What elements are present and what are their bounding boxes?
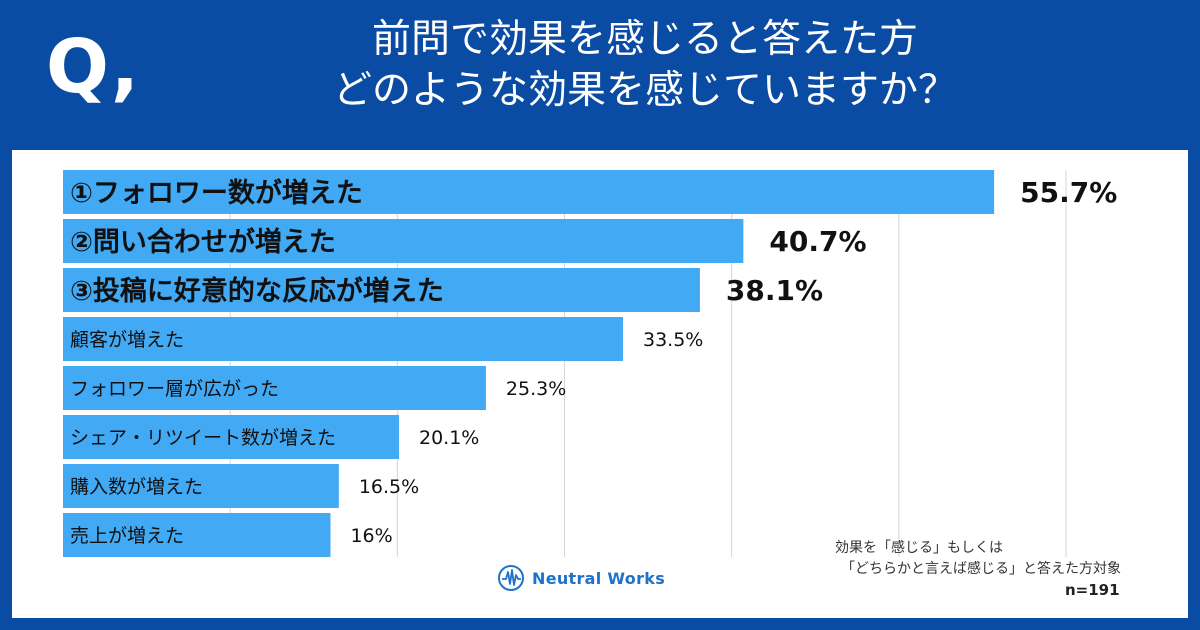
value-label: 55.7% <box>1020 176 1117 209</box>
category-label: 売上が増えた <box>70 525 184 547</box>
bar <box>63 513 331 557</box>
note-line-2: 「どちらかと言えば感じる」と答えた方対象 <box>841 561 1121 577</box>
title-line-2: どのような効果を感じていますか？ <box>332 68 957 113</box>
value-label: 38.1% <box>726 274 823 307</box>
sample-note: 効果を「感じる」もしくは 「どちらかと言えば感じる」と答えた方対象 n=191 <box>835 538 1121 601</box>
value-label: 16.5% <box>359 476 419 498</box>
category-label: シェア・リツイート数が増えた <box>70 427 336 449</box>
category-label: 購入数が増えた <box>70 476 203 498</box>
value-label: 20.1% <box>419 427 479 449</box>
bar <box>63 268 700 312</box>
neutral-works-logo-icon <box>498 565 524 591</box>
category-label: ①フォロワー数が増えた <box>70 177 363 209</box>
logo: Neutral Works <box>497 564 665 592</box>
category-label: ②問い合わせが増えた <box>70 226 336 258</box>
logo-text: Neutral Works <box>532 568 666 588</box>
value-label: 16% <box>350 525 392 547</box>
category-label: ③投稿に好意的な反応が増えた <box>70 275 444 307</box>
bar <box>63 366 486 410</box>
bar <box>63 464 339 508</box>
category-label: 顧客が増えた <box>70 329 184 351</box>
question-title: 前問で効果を感じると答えた方 どのような効果を感じていますか？ <box>150 14 1140 116</box>
sample-size: n=191 <box>1065 581 1120 599</box>
bar <box>63 317 624 361</box>
chart-panel: ①フォロワー数が増えた 55.7% ②問い合わせが増えた 40.7% ③投稿に好意的な反… <box>12 150 1188 618</box>
title-line-1: 前問で効果を感じると答えた方 <box>371 17 918 62</box>
value-label: 33.5% <box>643 329 703 351</box>
bar <box>63 415 400 459</box>
bar-chart: ①フォロワー数が増えた 55.7% ②問い合わせが増えた 40.7% ③投稿に好意的な反… <box>63 170 1117 557</box>
category-label: フォロワー層が広がった <box>70 378 279 400</box>
bar <box>63 170 995 214</box>
note-line-1: 効果を「感じる」もしくは <box>835 540 1003 556</box>
value-label: 25.3% <box>506 378 566 400</box>
bar <box>63 219 744 263</box>
q-mark: Q, <box>46 24 142 110</box>
value-label: 40.7% <box>769 225 866 258</box>
